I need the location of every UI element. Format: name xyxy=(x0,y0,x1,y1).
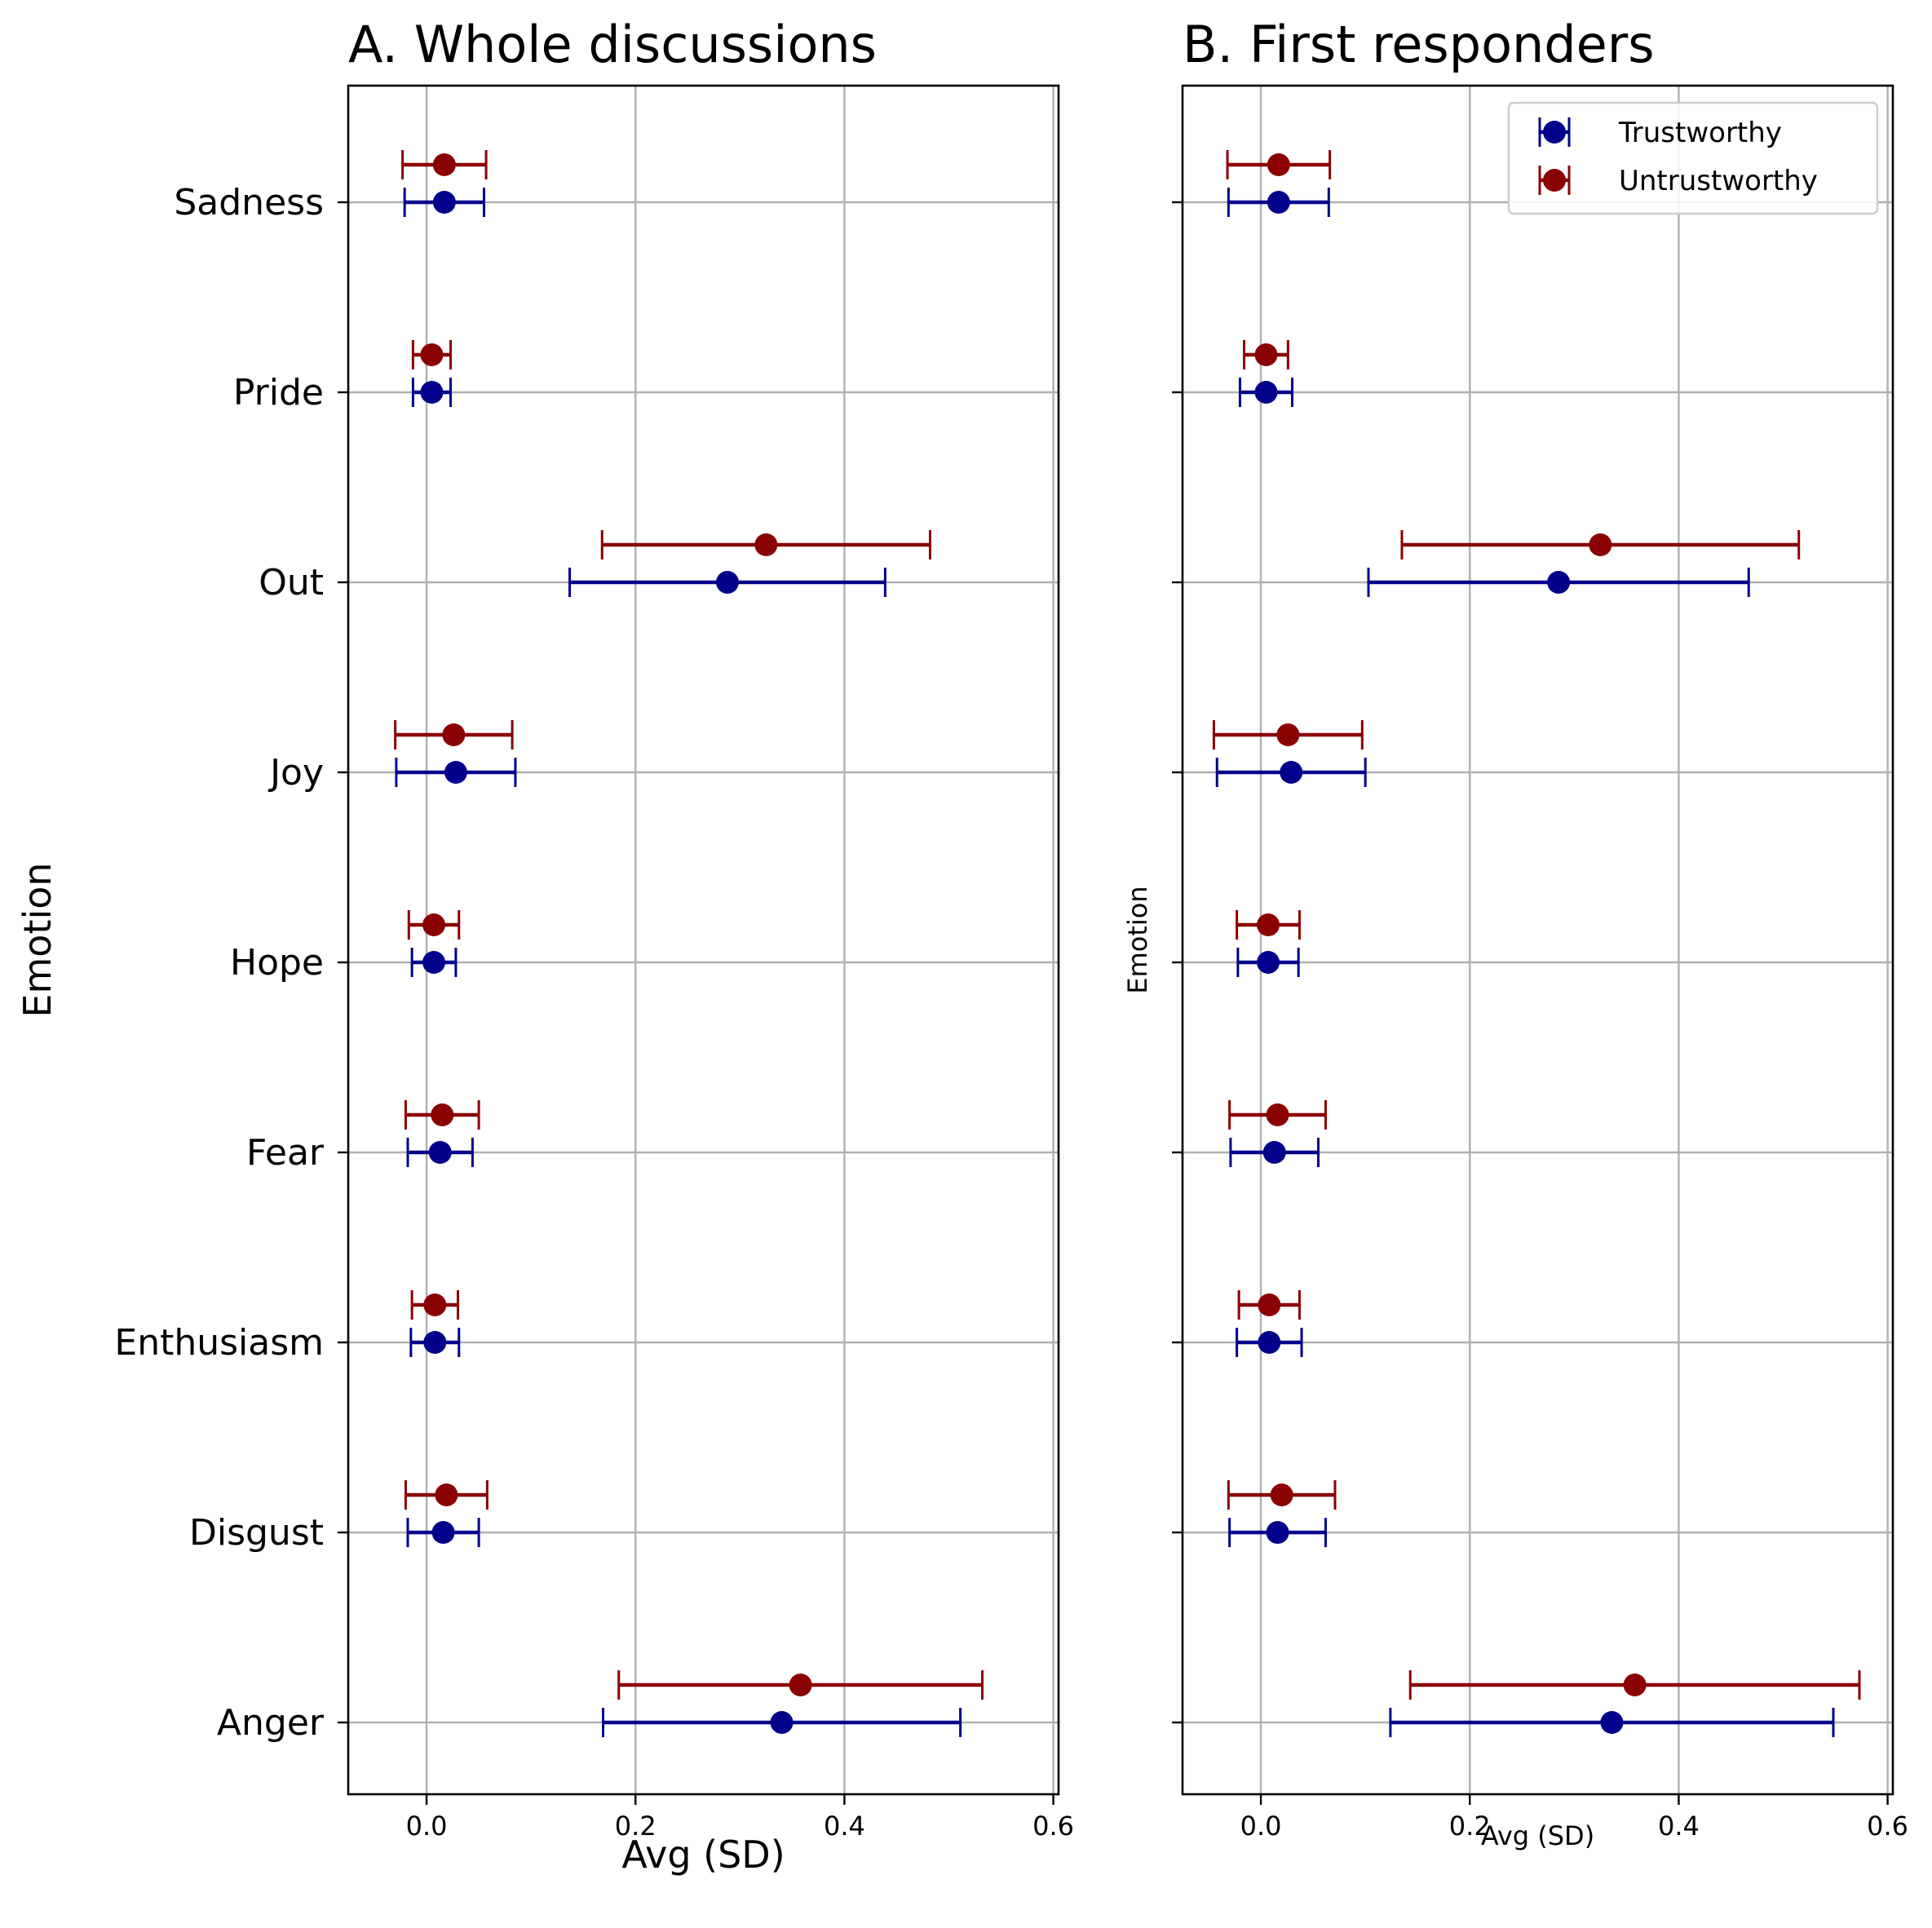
data-point xyxy=(1254,343,1278,366)
data-point xyxy=(428,1141,452,1164)
y-tick-label: Disgust xyxy=(189,1512,324,1554)
data-point xyxy=(770,1711,794,1734)
y-tick-label: Fear xyxy=(246,1132,325,1174)
y-tick-label: Pride xyxy=(233,372,324,413)
series-untrustworthy xyxy=(394,150,984,1700)
data-point xyxy=(1589,533,1612,556)
x-tick-label: 0.4 xyxy=(824,1811,865,1842)
x-axis-label: Avg (SD) xyxy=(1481,1820,1594,1851)
axes-frame xyxy=(347,84,1060,1796)
data-point xyxy=(1600,1711,1624,1734)
data-point xyxy=(1623,1674,1647,1696)
panel-a: 0.0 0.2 0.4 0.6 Anger Disgust Enthusiasm Fear Ho… xyxy=(15,15,1074,1877)
legend-marker xyxy=(1543,169,1566,192)
data-point xyxy=(789,1674,812,1696)
data-point xyxy=(1270,1484,1293,1506)
data-point xyxy=(420,343,444,366)
x-tick-label: 0.4 xyxy=(1658,1811,1700,1842)
y-tick-label: Enthusiasm xyxy=(114,1322,324,1364)
data-point xyxy=(1254,381,1278,404)
legend-label: Trustworthy xyxy=(1618,117,1782,149)
grid xyxy=(348,86,1059,1794)
data-point xyxy=(422,913,446,936)
legend: Trustworthy Untrustworthy xyxy=(1507,101,1879,215)
data-point xyxy=(1267,153,1290,176)
y-tick-label: Out xyxy=(259,562,324,604)
data-point xyxy=(435,1484,458,1506)
series-trustworthy xyxy=(1215,188,1835,1737)
y-tick-label: Joy xyxy=(267,752,324,794)
x-axis-label: Avg (SD) xyxy=(621,1833,785,1877)
panel-b: 0.0 0.2 0.4 0.6 B. First responders Avg (SD) E… xyxy=(1122,15,1908,1851)
y-tick-label: Hope xyxy=(230,942,324,984)
legend-frame xyxy=(1507,101,1879,215)
panel-title: B. First responders xyxy=(1183,15,1655,74)
data-point xyxy=(442,723,466,746)
data-point xyxy=(1266,1103,1289,1126)
data-point xyxy=(422,951,446,974)
data-point xyxy=(420,381,444,404)
y-tick-label: Anger xyxy=(217,1702,325,1744)
x-tick-label: 0.2 xyxy=(615,1811,657,1842)
panel-title: A. Whole discussions xyxy=(348,15,877,74)
series-untrustworthy xyxy=(1212,150,1861,1700)
legend-marker xyxy=(1543,121,1566,144)
data-point xyxy=(1258,1293,1281,1316)
data-point xyxy=(432,153,456,176)
data-point xyxy=(1280,761,1303,784)
legend-item-untrustworthy: Untrustworthy xyxy=(1538,165,1818,197)
data-point xyxy=(423,1331,447,1354)
data-point xyxy=(444,761,467,784)
axes-frame xyxy=(1181,84,1894,1796)
data-point xyxy=(754,533,778,556)
y-axis-label: Emotion xyxy=(15,862,60,1017)
legend-item-trustworthy: Trustworthy xyxy=(1538,117,1782,149)
data-point xyxy=(1547,571,1571,594)
x-tick-label: 0.0 xyxy=(1240,1811,1282,1842)
series-trustworthy xyxy=(395,188,962,1737)
y-tick-label: Sadness xyxy=(174,182,324,223)
x-tick-label: 0.0 xyxy=(406,1811,448,1842)
data-point xyxy=(432,191,456,214)
legend-label: Untrustworthy xyxy=(1619,165,1818,197)
data-point xyxy=(1257,913,1280,936)
data-point xyxy=(1257,951,1280,974)
data-point xyxy=(431,1103,454,1126)
x-tick-label: 0.6 xyxy=(1867,1811,1908,1842)
data-point xyxy=(1262,1141,1286,1164)
data-point xyxy=(1267,191,1290,214)
data-point xyxy=(423,1293,447,1316)
data-point xyxy=(715,571,739,594)
x-tick-label: 0.2 xyxy=(1449,1811,1491,1842)
y-axis-label: Emotion xyxy=(1122,886,1153,993)
x-tick-label: 0.6 xyxy=(1032,1811,1074,1842)
data-point xyxy=(1276,723,1300,746)
data-point xyxy=(1258,1331,1281,1354)
data-point xyxy=(431,1521,455,1544)
data-point xyxy=(1266,1521,1289,1544)
